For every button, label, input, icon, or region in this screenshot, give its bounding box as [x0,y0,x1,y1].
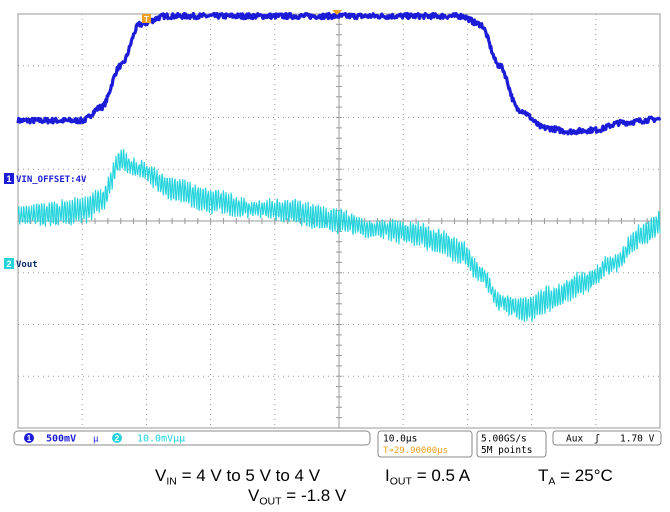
vin-condition: VIN = 4 V to 5 V to 4 V [155,466,321,488]
svg-text:Aux: Aux [566,434,583,445]
trigger-readout[interactable]: Aux ʃ 1.70 V [552,430,662,446]
acquisition-readout[interactable]: 5.00GS/s 5M points [476,430,547,458]
timebase-readout[interactable]: 10.0µs T➔29.90000µs [377,430,473,458]
vout-waveform [17,149,661,322]
vout-trace [17,149,661,322]
svg-text:10.0mVµµ: 10.0mVµµ [137,434,185,445]
svg-text:2: 2 [115,434,120,443]
iout-condition: IOUT = 0.5 A [385,466,471,488]
vin-trace [16,11,662,136]
svg-text:Vout: Vout [16,260,38,270]
ta-condition: TA = 25°C [538,466,613,488]
ch1-scale-readout[interactable]: 1 500mV µ [24,433,99,445]
svg-text:1: 1 [6,174,11,184]
vout-condition: VOUT = -1.8 V [248,486,347,508]
svg-text:VIN_OFFSET:4V: VIN_OFFSET:4V [16,175,87,185]
svg-text:5.00GS/s: 5.00GS/s [481,434,527,445]
svg-text:500mV: 500mV [46,434,76,445]
svg-text:10.0µs: 10.0µs [383,434,417,445]
svg-text:1: 1 [27,434,32,443]
rising-edge-icon: ʃ [594,434,600,445]
svg-text:1.70 V: 1.70 V [620,434,655,445]
svg-text:2: 2 [6,259,11,269]
ch2-scale-readout[interactable]: 2 10.0mVµµ [112,433,185,445]
trigger-position-marker[interactable]: T [142,14,151,24]
oscilloscope-screen: T 1 VIN_OFFSET:4V 2 Vout 1 500mV µ 2 10.… [4,10,662,458]
svg-text:T➔29.90000µs: T➔29.90000µs [383,446,448,456]
ch2-trace-label[interactable]: 2 Vout [4,258,38,270]
svg-text:5M points: 5M points [481,445,532,456]
bandwidth-limit-icon: µ [93,435,99,445]
vin-waveform [16,11,662,136]
time-reference-marker [332,10,342,15]
svg-text:T: T [144,15,149,24]
ch1-trace-label[interactable]: 1 VIN_OFFSET:4V [4,173,87,185]
status-bar: 1 500mV µ 2 10.0mVµµ 10.0µs T➔29.90000µs… [13,430,662,458]
